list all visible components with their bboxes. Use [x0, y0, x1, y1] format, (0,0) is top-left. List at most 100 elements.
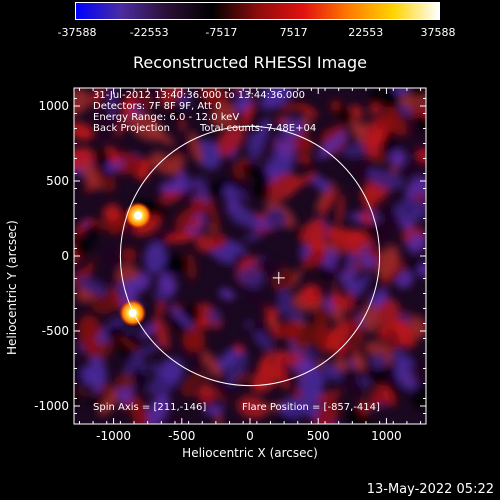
- texture-blob: [356, 114, 365, 126]
- colorbar-tick-label: 22553: [348, 26, 384, 39]
- y-tick-label: 1000: [38, 99, 69, 113]
- texture-blob: [105, 270, 119, 295]
- texture-blob: [241, 104, 253, 129]
- texture-blob: [368, 88, 402, 106]
- texture-blob: [317, 131, 349, 159]
- flare-position-label: Flare Position = [-857,-414]: [242, 402, 380, 413]
- texture-blob: [368, 103, 383, 116]
- texture-blob: [385, 330, 400, 352]
- texture-blob: [320, 186, 340, 218]
- texture-blob: [115, 117, 128, 138]
- texture-blob: [81, 161, 100, 190]
- texture-blob: [299, 218, 326, 245]
- y-tick-label: 500: [46, 174, 69, 188]
- texture-blob: [106, 144, 119, 165]
- texture-blob: [167, 109, 186, 121]
- texture-blob: [196, 139, 222, 170]
- texture-blob: [109, 227, 121, 236]
- texture-blob: [187, 219, 203, 229]
- texture-blob: [350, 239, 364, 256]
- texture-blob: [289, 268, 302, 290]
- colorbar-tick-label: -37588: [57, 26, 97, 39]
- y-tick-label: 0: [61, 249, 69, 263]
- texture-blob: [130, 342, 162, 361]
- texture-blob: [281, 322, 302, 339]
- texture-blob: [243, 232, 263, 242]
- texture-blob: [366, 124, 392, 149]
- texture-blob: [381, 386, 396, 407]
- texture-blob: [240, 164, 272, 182]
- texture-blob: [92, 109, 116, 132]
- texture-blob: [116, 277, 145, 291]
- texture-blob: [203, 405, 225, 415]
- texture-blob: [417, 262, 426, 278]
- texture-blob: [301, 249, 327, 270]
- texture-blob: [293, 322, 321, 352]
- texture-blob: [207, 308, 222, 325]
- texture-blob: [410, 360, 426, 384]
- texture-blob: [399, 164, 422, 177]
- texture-blob: [375, 298, 400, 328]
- texture-blob: [199, 88, 228, 109]
- texture-blob: [406, 233, 426, 254]
- texture-blob: [256, 117, 271, 144]
- texture-blob: [295, 359, 315, 373]
- texture-blob: [160, 88, 185, 108]
- texture-blob: [398, 93, 420, 109]
- texture-blob: [152, 315, 170, 350]
- texture-blob: [369, 169, 406, 191]
- y-axis-label: Heliocentric Y (arcsec): [5, 220, 19, 355]
- texture-blob: [218, 288, 236, 301]
- texture-blob: [256, 258, 284, 279]
- time-range-label: 31-Jul-2012 13:40:36.000 to 13:44:36.000: [93, 90, 305, 101]
- texture-blob: [381, 263, 408, 288]
- texture-blob: [341, 290, 373, 321]
- texture-blob: [274, 138, 296, 158]
- texture-blob: [417, 148, 426, 163]
- solar-limb-circle: [119, 125, 381, 387]
- texture-blob: [170, 304, 204, 331]
- texture-blob: [195, 233, 214, 253]
- texture-blob: [361, 302, 379, 334]
- bright-source-core: [134, 211, 143, 220]
- bright-sources: [118, 201, 153, 327]
- texture-blob: [391, 348, 406, 362]
- texture-blob: [197, 384, 217, 404]
- x-tick-label: -500: [168, 429, 195, 443]
- texture-blob: [214, 410, 223, 424]
- texture-blob: [120, 247, 137, 263]
- texture-blob: [104, 158, 125, 173]
- texture-blob: [345, 409, 372, 424]
- texture-blob: [277, 288, 293, 315]
- texture-blob: [280, 118, 304, 139]
- texture-blob: [157, 272, 177, 295]
- texture-blob: [114, 373, 135, 390]
- texture-blob: [225, 349, 248, 387]
- texture-blob: [182, 177, 208, 189]
- texture-blob: [253, 138, 277, 173]
- texture-blob: [179, 119, 186, 133]
- texture-blob: [310, 175, 331, 192]
- texture-blob: [165, 232, 197, 244]
- texture-blob: [146, 393, 170, 424]
- texture-blob: [202, 350, 222, 378]
- texture-blob: [210, 102, 238, 128]
- texture-blob: [299, 364, 323, 403]
- detectors-label: Detectors: 7F 8F 9F, Att 0: [93, 101, 221, 112]
- colorbar-tick-label: 37588: [420, 26, 456, 39]
- texture-blob: [327, 270, 350, 300]
- texture-blob: [357, 163, 368, 180]
- texture-blob: [251, 179, 271, 199]
- colorbar-tick-label: -22553: [129, 26, 169, 39]
- texture-blob: [367, 246, 380, 257]
- texture-blob: [384, 106, 408, 137]
- texture-blob: [314, 305, 330, 327]
- texture-blob: [103, 245, 125, 268]
- texture-blob: [225, 182, 249, 202]
- texture-blob: [144, 123, 175, 146]
- axes: -1000 -500 0 500 1000 -1000 -500 0 500 1000: [34, 88, 426, 443]
- texture-blob: [229, 209, 260, 227]
- texture-blob: [280, 102, 306, 112]
- colorbar: [75, 2, 440, 20]
- texture-blob: [349, 273, 371, 300]
